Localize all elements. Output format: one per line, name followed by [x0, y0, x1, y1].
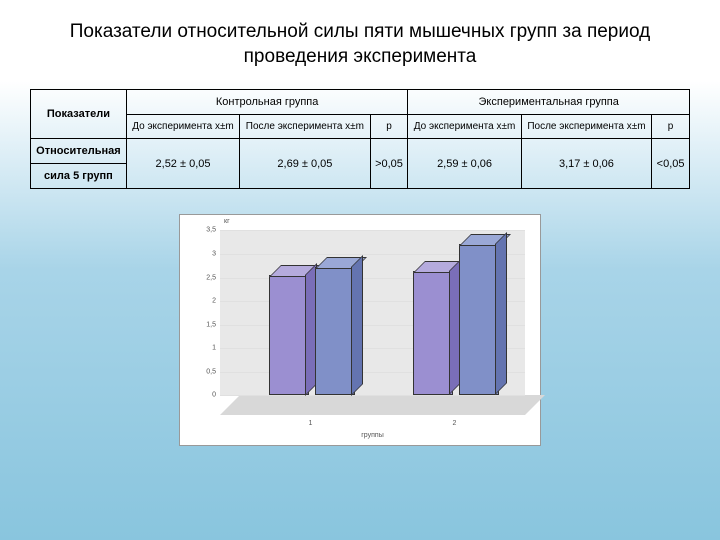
g2-before-header: До эксперимента x±m — [408, 115, 521, 139]
page-title: Показатели относительной силы пяти мышеч… — [30, 20, 690, 69]
g1-p-val: >0,05 — [370, 139, 408, 189]
group2-header: Экспериментальная группа — [408, 90, 690, 115]
chart-bar — [459, 246, 497, 395]
y-tick-label: 1,5 — [206, 321, 216, 328]
chart-bar — [413, 273, 451, 395]
chart-bar — [269, 277, 307, 396]
x-axis-title: группы — [361, 432, 383, 439]
g2-before-val: 2,59 ± 0,06 — [408, 139, 521, 189]
row1-label: Относительная — [31, 139, 127, 164]
y-tick-label: 3 — [212, 250, 216, 257]
g1-after-val: 2,69 ± 0,05 — [240, 139, 370, 189]
y-tick-label: 3,5 — [206, 227, 216, 234]
g1-before-val: 2,52 ± 0,05 — [126, 139, 239, 189]
g2-after-val: 3,17 ± 0,06 — [521, 139, 651, 189]
chart-bar — [315, 269, 353, 396]
y-tick-label: 0,5 — [206, 368, 216, 375]
x-tick-label: 2 — [453, 420, 457, 427]
y-tick-label: 1 — [212, 345, 216, 352]
g2-p-val: <0,05 — [652, 139, 690, 189]
col-indicators-header: Показатели — [31, 90, 127, 139]
y-tick-label: 2 — [212, 298, 216, 305]
g2-p-header: p — [652, 115, 690, 139]
y-tick-label: 2,5 — [206, 274, 216, 281]
g1-after-header: После эксперимента x±m — [240, 115, 370, 139]
g1-before-header: До эксперимента x±m — [126, 115, 239, 139]
bar-chart: 0 0,5 1 1,5 2 2,5 3 3,5 кг 1 2 группы — [179, 214, 541, 446]
y-tick-label: 0 — [212, 392, 216, 399]
x-tick-label: 1 — [309, 420, 313, 427]
data-table: Показатели Контрольная группа Эксперимен… — [30, 89, 690, 189]
g2-after-header: После эксперимента x±m — [521, 115, 651, 139]
group1-header: Контрольная группа — [126, 90, 408, 115]
g1-p-header: p — [370, 115, 408, 139]
row2-label: сила 5 групп — [31, 164, 127, 189]
y-axis-unit: кг — [224, 218, 230, 225]
